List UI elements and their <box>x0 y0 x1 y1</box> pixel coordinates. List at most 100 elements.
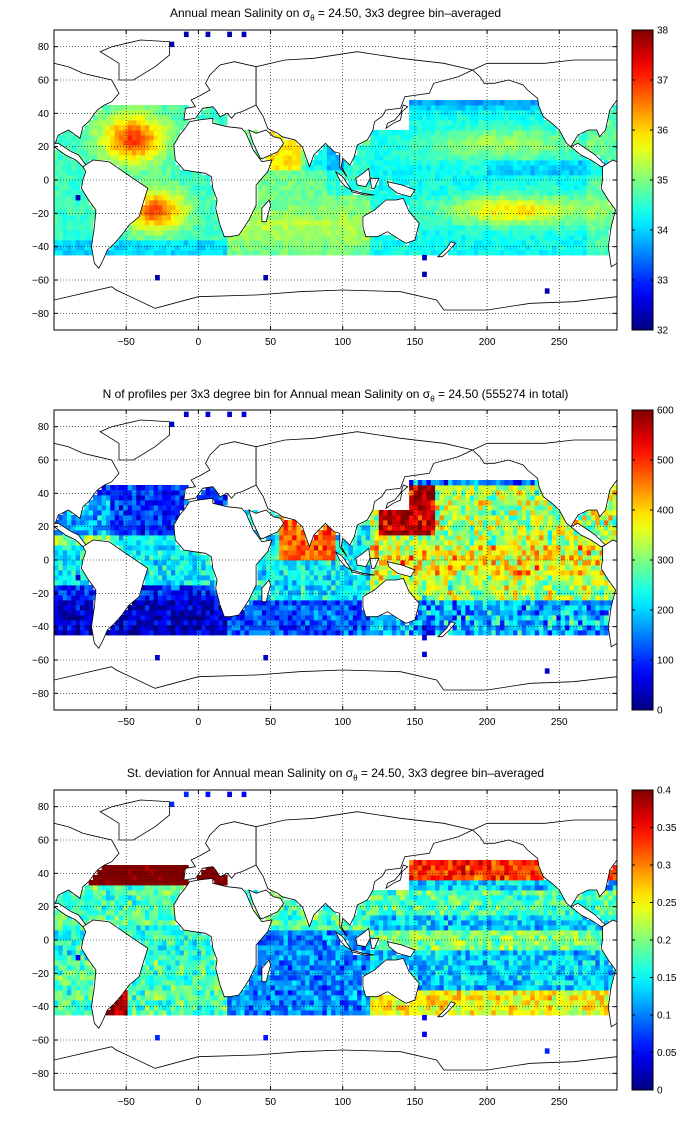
data-cell <box>474 505 479 511</box>
data-cell <box>179 185 185 191</box>
data-cell <box>79 240 85 246</box>
data-cell <box>296 595 302 601</box>
data-cell <box>62 245 68 251</box>
data-cell <box>326 155 332 161</box>
data-cell <box>508 185 514 191</box>
data-cell <box>326 605 332 611</box>
data-cell <box>391 240 397 246</box>
data-cell <box>443 110 449 116</box>
data-cell <box>274 205 280 211</box>
data-cell <box>318 545 323 551</box>
data-cell <box>469 185 475 191</box>
data-cell <box>153 165 159 171</box>
data-cell <box>378 155 384 161</box>
data-cell <box>508 220 514 226</box>
data-cell <box>595 170 601 176</box>
data-cell <box>162 185 167 191</box>
data-cell <box>422 230 427 236</box>
data-cell <box>469 240 475 246</box>
data-cell <box>439 610 445 616</box>
data-cell <box>114 515 120 521</box>
data-cell <box>66 555 72 561</box>
data-cell <box>387 150 393 156</box>
data-cell <box>543 155 549 161</box>
data-cell <box>387 630 393 636</box>
data-cell <box>539 205 544 211</box>
data-cell <box>513 170 518 176</box>
data-cell <box>183 230 189 236</box>
data-cell <box>591 195 596 201</box>
data-cell <box>166 120 172 126</box>
data-cell <box>114 115 120 121</box>
data-cell <box>582 155 588 161</box>
data-cell <box>326 250 332 256</box>
data-cell <box>101 535 107 541</box>
data-cell <box>461 190 466 196</box>
data-cell <box>547 220 553 226</box>
data-cell <box>300 165 306 171</box>
data-cell <box>196 195 202 201</box>
data-cell <box>75 615 81 621</box>
data-cell <box>175 600 180 606</box>
data-cell <box>136 175 142 181</box>
data-cell <box>586 175 592 181</box>
data-cell <box>149 110 155 116</box>
data-cell <box>58 150 64 156</box>
data-cell <box>439 530 445 536</box>
data-cell <box>435 140 440 146</box>
data-cell <box>88 605 94 611</box>
data-cell <box>283 160 289 166</box>
data-cell <box>469 570 475 576</box>
data-cell <box>573 240 579 246</box>
data-cell <box>430 140 436 146</box>
data-cell <box>426 190 432 196</box>
data-cell <box>604 250 609 256</box>
data-cell <box>209 105 215 111</box>
data-cell <box>292 590 297 596</box>
data-cell <box>322 570 328 576</box>
data-cell <box>430 590 436 596</box>
data-cell <box>166 240 172 246</box>
data-cell <box>166 540 172 546</box>
data-cell <box>162 600 167 606</box>
data-cell <box>491 160 497 166</box>
data-cell <box>97 150 103 156</box>
data-cell <box>131 245 137 251</box>
data-cell <box>478 170 484 176</box>
data-cell <box>209 575 215 581</box>
data-cell <box>157 495 163 501</box>
data-cell <box>435 565 440 571</box>
data-cell <box>578 175 583 181</box>
data-cell <box>58 615 64 621</box>
data-cell <box>79 600 85 606</box>
data-cell <box>287 600 293 606</box>
data-cell <box>452 610 458 616</box>
data-cell <box>79 140 85 146</box>
data-cell <box>352 560 358 566</box>
data-cell <box>318 600 323 606</box>
data-cell <box>456 540 462 546</box>
data-cell <box>565 205 570 211</box>
data-cell <box>283 230 289 236</box>
data-cell <box>539 200 544 206</box>
data-cell <box>110 520 116 526</box>
data-cell <box>409 495 414 501</box>
data-cell <box>192 220 198 226</box>
data-cell <box>166 560 172 566</box>
data-cell <box>530 250 536 256</box>
data-cell <box>530 155 536 161</box>
data-cell <box>599 175 605 181</box>
data-cell <box>539 160 544 166</box>
data-cell <box>240 615 245 621</box>
data-cell <box>283 520 289 526</box>
data-cell <box>196 235 202 241</box>
data-cell <box>344 600 349 606</box>
data-cell <box>513 200 518 206</box>
data-cell <box>283 175 289 181</box>
data-cell <box>435 240 440 246</box>
data-cell <box>92 150 98 156</box>
data-cell <box>287 160 293 166</box>
data-cell <box>110 540 116 546</box>
data-cell <box>417 215 423 221</box>
data-cell <box>287 235 293 241</box>
